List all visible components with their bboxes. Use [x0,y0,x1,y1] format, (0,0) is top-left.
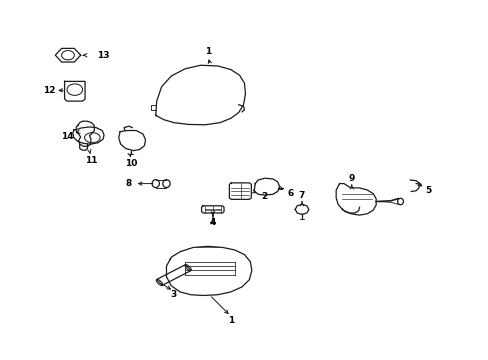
Text: 6: 6 [286,189,293,198]
Text: 3: 3 [170,290,177,299]
Text: 11: 11 [84,156,97,165]
Text: 12: 12 [43,86,56,95]
Text: 1: 1 [227,316,233,325]
Text: 9: 9 [348,174,354,183]
Text: 8: 8 [125,179,131,188]
Text: 7: 7 [298,190,305,199]
Text: 2: 2 [260,192,266,201]
Text: 14: 14 [61,132,73,141]
Text: 4: 4 [209,218,216,227]
Text: 1: 1 [204,47,211,56]
Text: 13: 13 [97,51,109,60]
Text: 10: 10 [125,159,137,168]
Text: 5: 5 [425,186,431,195]
